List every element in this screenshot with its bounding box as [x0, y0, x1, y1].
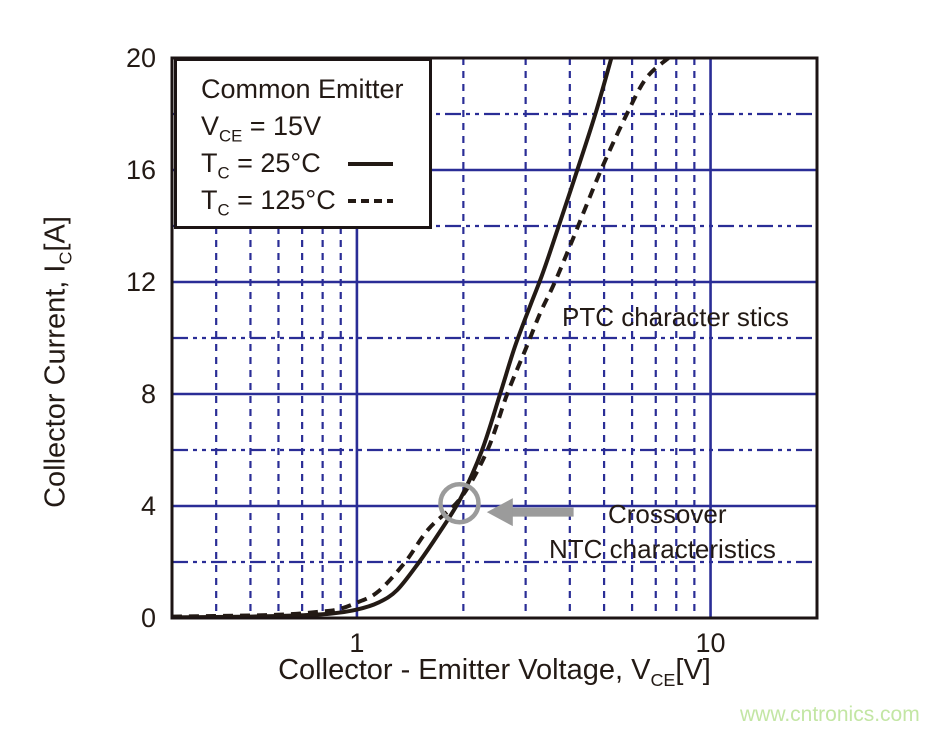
ptc-annotation: PTC character stics	[562, 302, 789, 332]
crossover-arrow-head	[486, 498, 513, 527]
legend-title: Common Emitter	[201, 74, 404, 104]
y-tick-label: 8	[140, 379, 156, 409]
watermark: www.cntronics.com	[740, 703, 920, 726]
y-tick-label: 0	[140, 603, 156, 633]
crossover-circle	[438, 481, 481, 525]
x-axis-title: Collector - Emitter Voltage, VCE[V]	[278, 654, 711, 690]
crossover-annotation-line1: Crossover	[608, 499, 727, 529]
curve-125c-dashed	[172, 58, 670, 618]
y-tick-label: 12	[125, 267, 156, 297]
legend-series-25c: TC = 25°C	[201, 145, 429, 182]
x-tick-label: 1	[349, 628, 365, 658]
plot-border	[170, 56, 819, 620]
solid-line-sample	[348, 162, 393, 166]
legend-box: Common Emitter VCE = 15V TC = 25°C TC = …	[174, 58, 432, 229]
y-axis-title: Collector Current, IC[A]	[39, 216, 76, 508]
y-tick-label: 4	[140, 491, 156, 521]
legend-series-125c: TC = 125°C	[201, 182, 429, 219]
legend-condition: VCE = 15V	[201, 111, 322, 146]
x-tick-label: 10	[695, 628, 726, 658]
dashed-line-sample	[348, 199, 393, 203]
y-tick-label: 16	[125, 155, 156, 185]
crossover-annotation-line2: NTC characteristics	[549, 534, 776, 564]
curve-25c-solid	[172, 58, 614, 618]
curves-group	[172, 58, 670, 618]
y-tick-label: 20	[125, 43, 156, 73]
